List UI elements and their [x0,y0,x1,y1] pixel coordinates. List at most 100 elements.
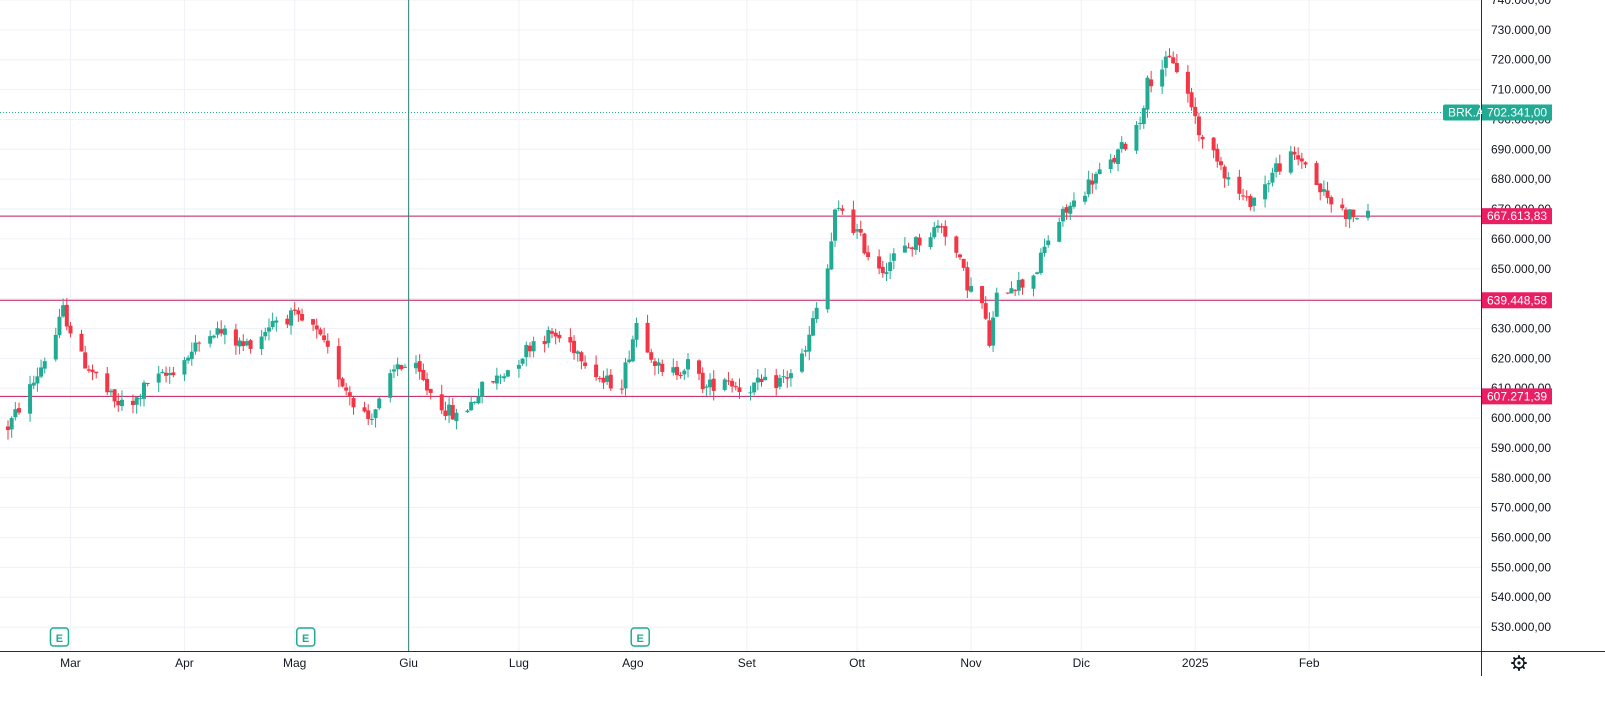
candle-body [68,325,73,334]
candle-body [340,378,345,387]
candle-body [469,402,474,411]
level-price-tag [1482,292,1552,309]
y-tick-label: 600.000,00 [1491,411,1551,425]
candle-body [906,247,911,249]
candle-body [1274,163,1279,173]
candle-body [1193,106,1198,117]
candle-body [156,373,161,383]
candle-body [505,370,510,377]
candle-body [1325,190,1330,198]
candle-body [649,352,654,360]
candle-body [524,344,529,358]
candle-body [373,409,378,419]
candle-body [1277,163,1282,172]
candle-body [520,358,525,364]
candle-body [748,392,753,394]
x-tick-label: Mag [283,656,306,670]
candle-body [39,367,44,377]
candle-body [1141,108,1146,125]
candle-body [594,364,599,378]
candle-body [1215,148,1220,162]
candle-body [391,369,396,372]
candle-body [678,374,683,376]
candle-body [57,316,62,336]
candle-body [1299,158,1304,162]
candle-body [619,388,624,390]
candle-body [516,364,521,369]
candle-body [788,373,793,379]
candle-body [527,345,532,352]
earnings-marker[interactable] [49,627,70,647]
candle-body [840,208,845,211]
candle-body [79,333,84,352]
candle-body [362,407,367,412]
candle-body [1351,209,1356,218]
candle-body [35,376,40,384]
candle-body [164,372,169,376]
candle-body [292,309,297,311]
candle-body [1167,55,1172,58]
candle-body [759,378,764,383]
candle-body [913,237,918,250]
candle-body [1086,179,1091,195]
candle-body [1071,200,1076,207]
grid [0,0,1481,651]
candle-body [866,252,871,258]
candle-body [671,367,676,373]
candle-body [61,305,66,317]
settings-gear[interactable] [1511,655,1527,671]
candle-body [1108,159,1113,170]
candles [6,48,1370,440]
candle-body [417,361,422,372]
candle-body [498,376,503,378]
y-tick-label: 550.000,00 [1491,560,1551,574]
candle-body [388,373,393,398]
candle-body [1116,149,1121,164]
candle-body [531,341,536,352]
symbol-label: BRK.A [1448,105,1484,119]
earnings-marker[interactable] [630,627,650,647]
candle-body [557,334,562,339]
candle-body [443,410,448,417]
candle-body [1119,142,1124,149]
candle-body [491,381,496,383]
candle-body [494,375,499,384]
candle-body [781,376,786,378]
candle-body [542,341,547,345]
candle-body [965,267,970,291]
candle-body [270,321,275,327]
candle-body [884,272,889,275]
gear-icon[interactable] [1511,655,1527,671]
candle-body [300,314,305,321]
candle-body [1009,288,1014,294]
candle-body [1241,195,1246,197]
candle-body [597,378,602,380]
candle-body [943,226,948,237]
candle-body [189,351,194,360]
candle-body [502,376,507,379]
candle-body [634,322,639,340]
earnings-marker[interactable] [295,627,316,647]
candle-body [1060,208,1065,222]
candle-body [244,341,249,346]
y-tick-label: 620.000,00 [1491,351,1551,365]
candle-body [1163,56,1168,68]
y-tick-label: 690.000,00 [1491,142,1551,156]
candle-body [1296,155,1301,160]
candle-body [836,207,841,209]
horizontal-levels [0,111,1481,397]
candle-body [880,266,885,274]
candle-body [755,377,760,383]
x-tick-label: Ago [622,656,644,670]
candle-body [583,362,588,367]
candle-body [402,366,407,368]
candle-body [1196,116,1201,136]
candle-body [263,331,268,337]
candle-body [1138,122,1143,125]
candle-body [733,386,738,388]
candle-body [708,379,713,388]
candle-body [1343,209,1348,219]
